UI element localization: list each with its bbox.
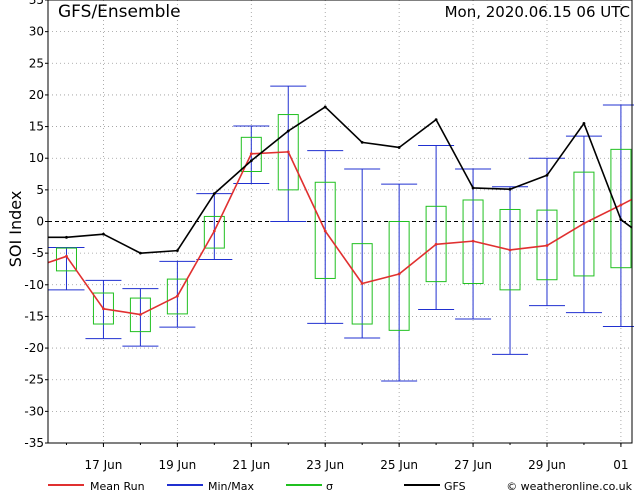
mean-run-point bbox=[582, 221, 586, 225]
mean-run-point bbox=[212, 229, 216, 233]
minmax-whisker bbox=[344, 168, 381, 339]
y-tick-label: 20 bbox=[29, 88, 44, 102]
legend: Mean Run Min/Max σ GFS © weatheronline.c… bbox=[48, 480, 633, 490]
mean-run-point bbox=[323, 229, 327, 233]
legend-label-mean-run: Mean Run bbox=[90, 480, 145, 490]
gfs-point bbox=[397, 146, 401, 149]
minmax-whisker bbox=[602, 104, 634, 328]
x-tick-label: 23 Jun bbox=[306, 458, 344, 472]
sigma-box bbox=[166, 278, 188, 315]
mean-run-point bbox=[65, 254, 68, 258]
gfs-point bbox=[65, 235, 68, 239]
mean-run-point bbox=[397, 272, 401, 276]
legend-item-gfs: GFS bbox=[404, 480, 466, 490]
sigma-box bbox=[536, 209, 558, 281]
sigma-box bbox=[203, 215, 225, 249]
y-tick-label: -5 bbox=[32, 246, 44, 260]
mean-run-line bbox=[47, 151, 633, 316]
credit-text: © weatheronline.co.uk bbox=[506, 480, 632, 490]
legend-label-min-max: Min/Max bbox=[208, 480, 254, 490]
x-tick-label: 17 Jun bbox=[85, 458, 123, 472]
y-axis-label: SOI Index bbox=[6, 191, 25, 268]
minmax-whisker bbox=[122, 288, 159, 347]
sigma-box bbox=[610, 148, 632, 269]
minmax-whisker bbox=[307, 150, 344, 324]
mean-run-point bbox=[139, 313, 142, 316]
x-tick-label: 19 Jun bbox=[158, 458, 196, 472]
legend-label-sigma: σ bbox=[326, 480, 333, 490]
minmax-whisker bbox=[492, 186, 529, 355]
grid-lines bbox=[48, 0, 632, 443]
minmax-whisker bbox=[381, 183, 418, 382]
sigma-box bbox=[314, 181, 336, 279]
sigma-box bbox=[92, 292, 114, 325]
legend-item-sigma: σ bbox=[286, 480, 333, 490]
mean-run-point bbox=[286, 150, 290, 154]
mean-run-point bbox=[249, 152, 253, 156]
gfs-point bbox=[545, 173, 549, 177]
mean-run-point bbox=[508, 248, 512, 252]
run-label: Mon, 2020.06.15 06 UTC bbox=[445, 3, 630, 21]
sigma-box bbox=[240, 136, 262, 173]
mean-run-point bbox=[360, 282, 364, 285]
gfs-point bbox=[582, 122, 586, 125]
mean-run-point bbox=[471, 239, 475, 243]
minmax-whisker bbox=[418, 145, 455, 310]
axes: 35 30 25 20 15 10 5 0 -5 -10 -15 -20 -25 -30 -35 17 Jun… bbox=[24, 0, 633, 472]
gfs-point bbox=[212, 192, 216, 196]
legend-label-gfs: GFS bbox=[444, 480, 466, 490]
gfs-point bbox=[434, 118, 438, 122]
gfs-point bbox=[175, 249, 179, 253]
y-tick-label: 30 bbox=[29, 25, 44, 39]
mean-run-point bbox=[175, 294, 179, 298]
gfs-point bbox=[102, 232, 105, 236]
y-tick-label: 10 bbox=[29, 151, 44, 165]
y-tick-label: 15 bbox=[29, 120, 44, 134]
sigma-box bbox=[573, 171, 595, 277]
y-tick-label: 25 bbox=[29, 56, 44, 70]
x-tick-label: 01 bbox=[613, 458, 628, 472]
gfs-point bbox=[323, 105, 327, 109]
gfs-point bbox=[139, 251, 142, 255]
y-tick-label: 35 bbox=[29, 0, 44, 7]
y-tick-label: -15 bbox=[24, 309, 44, 323]
y-tick-label: -10 bbox=[24, 278, 44, 292]
mean-run-point bbox=[102, 307, 105, 311]
minmax-whisker bbox=[455, 168, 492, 320]
gfs-point bbox=[360, 140, 364, 144]
x-tick-label: 21 Jun bbox=[232, 458, 270, 472]
gfs-point bbox=[286, 129, 290, 133]
legend-item-min-max: Min/Max bbox=[167, 480, 254, 490]
sigma-box bbox=[351, 243, 373, 325]
mean-run-point bbox=[434, 242, 438, 246]
mean-run-point bbox=[619, 203, 623, 207]
y-tick-label: -20 bbox=[24, 341, 44, 355]
chart-title: GFS/Ensemble bbox=[58, 2, 181, 22]
y-tick-label: 0 bbox=[36, 215, 44, 229]
plot-frame bbox=[47, 0, 633, 444]
x-tick-label: 27 Jun bbox=[454, 458, 492, 472]
y-tick-label: -30 bbox=[24, 404, 44, 418]
y-tick-label: -25 bbox=[24, 373, 44, 387]
gfs-point bbox=[471, 186, 475, 190]
gfs-line bbox=[48, 106, 633, 254]
x-tick-label: 29 Jun bbox=[528, 458, 566, 472]
sigma-box bbox=[499, 208, 521, 291]
y-tick-label: 5 bbox=[36, 183, 44, 197]
sigma-box bbox=[129, 297, 151, 333]
legend-item-mean-run: Mean Run bbox=[48, 480, 145, 490]
series-layer bbox=[47, 85, 634, 382]
y-tick-label: -35 bbox=[24, 436, 44, 450]
minmax-whisker bbox=[270, 85, 307, 222]
gfs-point bbox=[249, 159, 253, 163]
gfs-point bbox=[619, 218, 623, 222]
minmax-whisker bbox=[48, 246, 85, 291]
minmax-whisker bbox=[159, 260, 196, 328]
x-tick-label: 25 Jun bbox=[380, 458, 418, 472]
mean-run-point bbox=[545, 244, 549, 247]
gfs-point bbox=[508, 187, 512, 191]
